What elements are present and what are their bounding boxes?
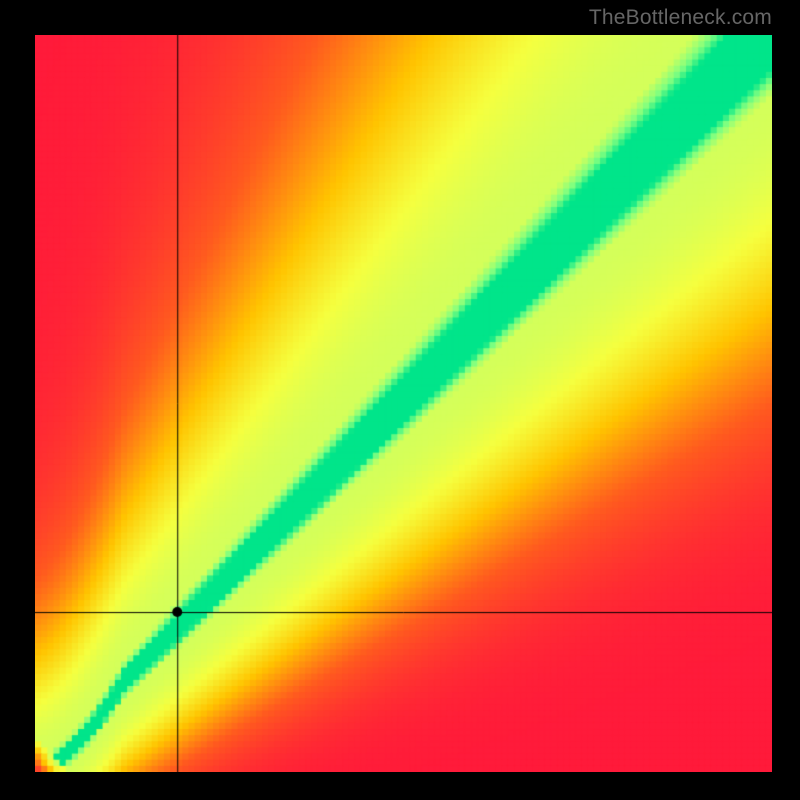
bottleneck-heatmap <box>35 35 772 772</box>
watermark-text: TheBottleneck.com <box>589 6 772 30</box>
